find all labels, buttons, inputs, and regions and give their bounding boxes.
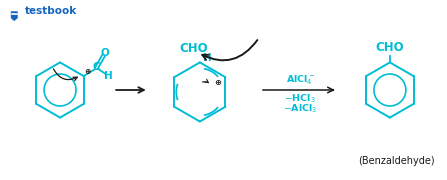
Text: (Benzaldehyde): (Benzaldehyde) (358, 156, 435, 166)
Text: testbook: testbook (25, 6, 77, 16)
Text: O: O (100, 48, 109, 58)
Text: AlCl$_4^-$: AlCl$_4^-$ (286, 74, 315, 87)
Text: $-$AlCl$_3$: $-$AlCl$_3$ (283, 103, 317, 115)
Text: $-$HCl$_3$: $-$HCl$_3$ (284, 93, 316, 105)
Text: H: H (104, 71, 113, 81)
Text: ⊕: ⊕ (214, 78, 221, 87)
Text: CHO: CHO (180, 42, 208, 55)
Text: ⊕: ⊕ (84, 67, 91, 76)
Polygon shape (11, 11, 18, 21)
Text: C: C (93, 62, 101, 72)
Text: H: H (203, 53, 212, 62)
Text: CHO: CHO (375, 41, 404, 54)
